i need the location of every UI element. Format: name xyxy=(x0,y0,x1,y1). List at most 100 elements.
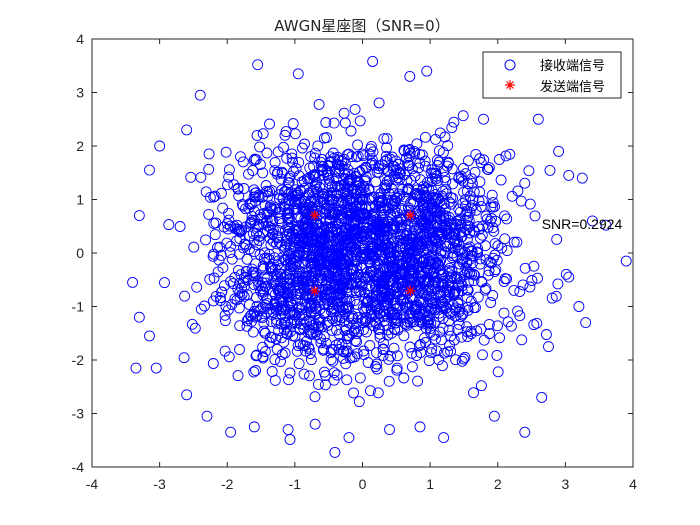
received-point xyxy=(313,98,325,110)
received-point xyxy=(412,375,424,387)
received-point xyxy=(388,219,400,231)
y-tick-label: 2 xyxy=(76,138,84,154)
received-point xyxy=(174,221,186,232)
received-point xyxy=(340,323,352,335)
received-point xyxy=(470,148,482,160)
received-point xyxy=(240,203,251,215)
received-point xyxy=(443,324,455,336)
received-point xyxy=(251,349,263,361)
received-point xyxy=(179,290,191,302)
received-point xyxy=(478,334,490,346)
received-point xyxy=(333,283,345,295)
received-point xyxy=(207,358,219,369)
received-point xyxy=(248,421,260,433)
received-point xyxy=(324,155,336,167)
legend-transmitted-label: 发送端信号 xyxy=(540,79,605,95)
received-point xyxy=(415,347,427,358)
received-point xyxy=(426,303,437,315)
received-point xyxy=(540,329,552,340)
received-point xyxy=(278,201,290,213)
received-point xyxy=(452,244,464,256)
received-point xyxy=(215,249,227,261)
received-point xyxy=(261,147,273,159)
received-point xyxy=(419,131,431,143)
received-point xyxy=(256,212,267,223)
received-point xyxy=(304,302,316,314)
received-point xyxy=(519,426,531,438)
received-point xyxy=(346,327,358,339)
received-point xyxy=(283,374,295,386)
received-point xyxy=(389,324,401,336)
received-point xyxy=(444,196,455,208)
received-point xyxy=(475,380,487,392)
received-point xyxy=(259,200,271,211)
received-point xyxy=(209,190,221,202)
received-point xyxy=(434,127,446,139)
received-point xyxy=(390,168,402,180)
received-point xyxy=(362,271,374,283)
received-point xyxy=(201,410,213,422)
received-point xyxy=(270,274,282,286)
received-point xyxy=(323,208,335,220)
received-point xyxy=(382,293,394,305)
received-point xyxy=(334,231,346,243)
received-point xyxy=(305,354,317,366)
received-point xyxy=(276,166,288,178)
received-point xyxy=(474,232,486,244)
received-point xyxy=(389,266,401,278)
received-point xyxy=(499,210,511,222)
received-point xyxy=(239,238,251,250)
received-point xyxy=(241,289,253,301)
y-tick-label: -3 xyxy=(72,406,85,422)
received-point xyxy=(328,367,340,379)
received-point xyxy=(444,262,456,274)
received-point xyxy=(248,270,260,282)
received-point xyxy=(426,343,438,355)
y-tick-label: 3 xyxy=(76,85,84,101)
received-point xyxy=(551,233,563,245)
received-point xyxy=(318,169,329,181)
received-point xyxy=(351,254,363,266)
received-point xyxy=(247,326,259,338)
received-point xyxy=(381,133,393,145)
received-point xyxy=(283,222,295,234)
received-point xyxy=(249,153,261,165)
received-point xyxy=(325,277,337,289)
received-point xyxy=(519,262,531,274)
received-point xyxy=(353,242,365,254)
received-point xyxy=(458,162,469,174)
received-point xyxy=(308,169,320,181)
received-point xyxy=(397,250,409,262)
received-point xyxy=(438,432,450,444)
received-point xyxy=(366,265,377,277)
received-point xyxy=(318,188,330,200)
received-point xyxy=(419,160,431,172)
received-point xyxy=(150,362,162,374)
received-point xyxy=(327,221,339,232)
received-point xyxy=(378,308,390,320)
received-point xyxy=(428,205,440,217)
received-point xyxy=(600,219,612,231)
received-point xyxy=(367,56,379,67)
received-point xyxy=(282,424,294,435)
received-point xyxy=(314,259,326,271)
received-point xyxy=(266,185,278,197)
received-point xyxy=(553,145,565,157)
received-point xyxy=(414,215,426,227)
received-point xyxy=(417,181,429,193)
received-point xyxy=(353,176,365,188)
received-point xyxy=(215,295,227,306)
received-point xyxy=(447,228,459,240)
received-point xyxy=(281,235,293,247)
received-point xyxy=(331,242,343,254)
received-point xyxy=(380,150,392,162)
received-point xyxy=(459,246,471,258)
received-point xyxy=(493,154,505,165)
received-point xyxy=(464,227,475,239)
received-point xyxy=(312,140,324,152)
received-point xyxy=(426,164,438,176)
received-point xyxy=(383,292,395,303)
received-point xyxy=(345,265,357,277)
received-point xyxy=(419,155,431,167)
legend-transmitted-marker xyxy=(505,80,515,90)
